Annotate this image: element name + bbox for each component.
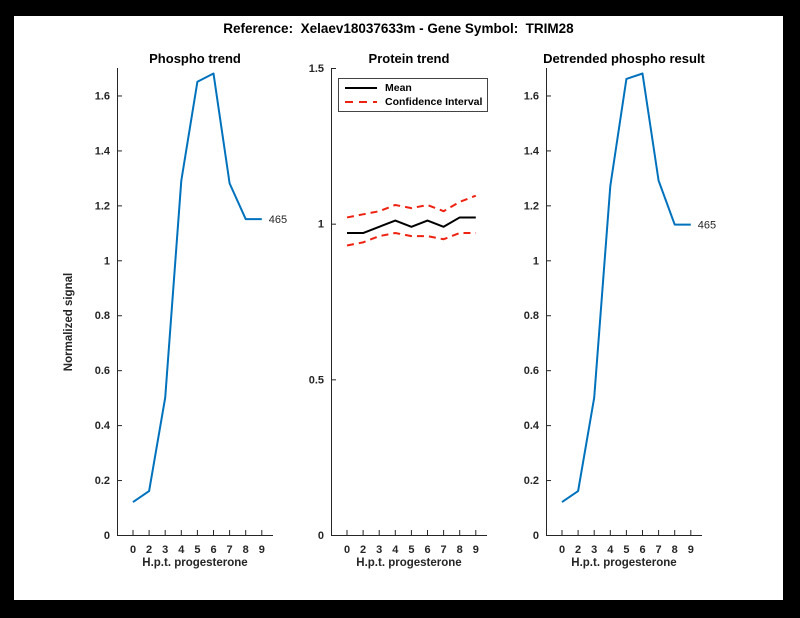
y-tick-label: 1.4 [95, 145, 111, 157]
x-tick-label: 2 [146, 544, 152, 556]
subplot3-title: Detrended phospho result [543, 51, 705, 66]
y-tick-label: 0.2 [524, 475, 539, 487]
x-tick-label: 5 [408, 544, 414, 556]
x-tick-label: 3 [591, 544, 597, 556]
y-tick-label: 0 [318, 530, 324, 542]
x-tick-label: 4 [607, 544, 614, 556]
x-tick-label: 0 [344, 544, 350, 556]
x-tick-label: 0 [130, 544, 136, 556]
y-tick-label: 0.5 [309, 374, 324, 386]
plots-svg: 00.20.40.60.811.21.41.60 2 3 4 5 6 7 8 946500.51… [95, 63, 716, 556]
subplot3-xlabel: H.p.t. progesterone [571, 557, 677, 569]
figure-title: Reference: Xelaev18037633m - Gene Symbol… [223, 21, 574, 36]
legend-mean-label: Mean [385, 82, 412, 95]
y-tick-label: 0.6 [524, 365, 539, 377]
figure-canvas: Reference: Xelaev18037633m - Gene Symbol… [14, 16, 783, 600]
y-tick-label: 0.4 [95, 420, 111, 432]
y-tick-label: 0 [104, 530, 110, 542]
x-tick-label: 3 [376, 544, 382, 556]
subplot1-title: Phospho trend [149, 51, 241, 66]
ci-upper-line [346, 194, 477, 219]
phospho-signal-line [132, 72, 262, 503]
detrended-phospho-line [561, 72, 691, 503]
x-tick-label: 7 [227, 544, 233, 556]
y-tick-label: 0.4 [524, 420, 540, 432]
x-tick-label: 5 [194, 544, 200, 556]
x-tick-label: 9 [688, 544, 694, 556]
y-tick-label: 1 [318, 219, 324, 231]
x-tick-label: 5 [623, 544, 629, 556]
y-tick-label: 1.5 [309, 63, 324, 75]
y-tick-label: 1.2 [95, 200, 110, 212]
y-tick-label: 1.6 [524, 90, 539, 102]
y-tick-label: 1.6 [95, 90, 110, 102]
subplot2-title: Protein trend [368, 51, 450, 66]
mean-line-sample-icon [345, 87, 377, 90]
subplot1-xlabel: H.p.t. progesterone [142, 557, 248, 569]
y-tick-label: 1 [533, 255, 539, 267]
legend-row-mean: Mean [345, 82, 481, 95]
x-tick-label: 4 [392, 544, 399, 556]
x-tick-label: 8 [457, 544, 463, 556]
x-tick-label: 6 [210, 544, 216, 556]
subplot2-xlabel: H.p.t. progesterone [356, 557, 462, 569]
mean-line [347, 216, 476, 235]
y-tick-label: 1.4 [524, 145, 540, 157]
y-tick-label: 1.2 [524, 200, 539, 212]
x-tick-label: 6 [639, 544, 645, 556]
subplot1-ylabel: Normalized signal [63, 272, 75, 372]
y-tick-label: 0.8 [95, 310, 110, 322]
x-tick-label: 4 [178, 544, 185, 556]
x-tick-label: 3 [162, 544, 168, 556]
legend-box: Mean Confidence Interval [338, 78, 488, 112]
x-tick-label: 0 [559, 544, 565, 556]
y-tick-label: 0.2 [95, 475, 110, 487]
legend-row-ci: Confidence Interval [345, 95, 483, 108]
x-tick-label: 6 [424, 544, 430, 556]
x-tick-label: 2 [360, 544, 366, 556]
x-tick-label: 8 [243, 544, 249, 556]
series-end-label: 465 [698, 220, 716, 232]
ci-lower-line [346, 232, 476, 247]
ci-line-sample-icon [345, 100, 377, 104]
x-tick-label: 7 [656, 544, 662, 556]
x-tick-label: 9 [473, 544, 479, 556]
y-tick-label: 0.6 [95, 365, 110, 377]
x-tick-label: 7 [441, 544, 447, 556]
x-tick-label: 9 [259, 544, 265, 556]
x-tick-label: 2 [575, 544, 581, 556]
series-end-label: 465 [269, 214, 287, 226]
y-tick-label: 1 [104, 255, 110, 267]
legend-ci-label: Confidence Interval [385, 95, 483, 108]
x-tick-label: 8 [672, 544, 678, 556]
y-tick-label: 0 [533, 530, 539, 542]
y-tick-label: 0.8 [524, 310, 539, 322]
